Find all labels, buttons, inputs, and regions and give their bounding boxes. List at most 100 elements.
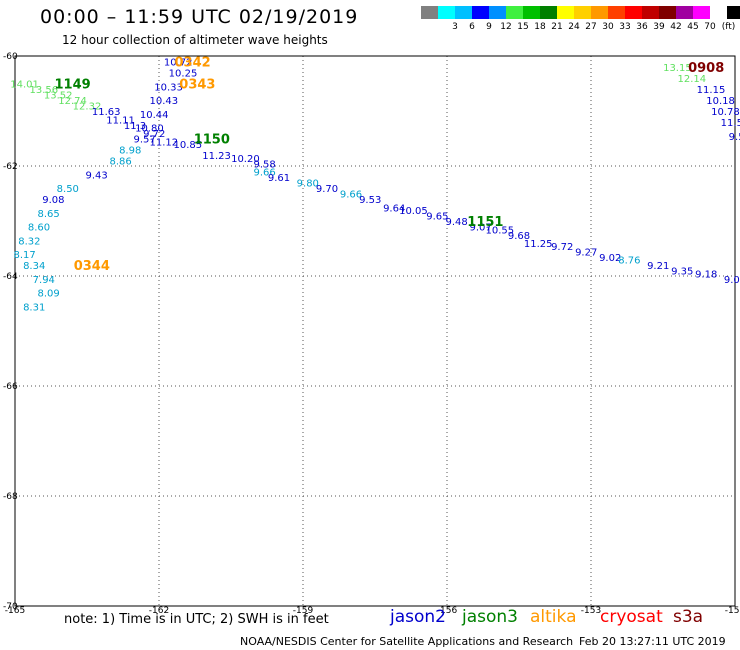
wave-height-label: 9.04 bbox=[724, 275, 740, 286]
wave-height-label: 8.50 bbox=[57, 184, 79, 195]
wave-height-label: 13.56 bbox=[29, 85, 58, 96]
wave-height-label: 8.31 bbox=[23, 302, 45, 313]
wave-height-label: 11.23 bbox=[202, 151, 231, 162]
wave-height-label: 9.07 bbox=[469, 223, 491, 234]
wave-height-label: 10.05 bbox=[399, 206, 428, 217]
lon-tick-label: -165 bbox=[5, 606, 25, 616]
lat-tick-label: -62 bbox=[3, 162, 18, 172]
wave-height-label: 10.72 bbox=[164, 58, 193, 69]
satellite-legend-jason2: jason2 bbox=[390, 607, 446, 627]
colorbar-label: 36 bbox=[636, 22, 648, 32]
wave-height-label: 9.61 bbox=[268, 173, 290, 184]
colorbar-swatch bbox=[693, 6, 710, 19]
lat-tick-label: -68 bbox=[3, 492, 18, 502]
colorbar-swatch bbox=[710, 6, 727, 19]
wave-height-label: 9.35 bbox=[671, 267, 693, 278]
page-subtitle: 12 hour collection of altimeter wave hei… bbox=[62, 33, 328, 47]
track-time-label: 0908 bbox=[688, 61, 724, 76]
wave-height-label: 9.68 bbox=[508, 231, 530, 242]
track-time-label: 0344 bbox=[74, 259, 110, 274]
track-time-label: 0342 bbox=[175, 56, 211, 71]
lat-tick-label: -64 bbox=[3, 272, 18, 282]
wave-height-label: 10.78 bbox=[711, 107, 740, 118]
wave-height-label: 8.98 bbox=[119, 146, 141, 157]
colorbar-label: 27 bbox=[585, 22, 597, 32]
wave-height-label: 9.27 bbox=[575, 247, 597, 258]
colorbar-label: 9 bbox=[486, 22, 492, 32]
wave-height-label: 9.64 bbox=[383, 203, 405, 214]
map-frame bbox=[14, 55, 736, 607]
colorbar-swatch bbox=[472, 6, 489, 19]
lon-tick-label: -153 bbox=[581, 606, 601, 616]
colorbar-swatch bbox=[574, 6, 591, 19]
lat-tick-label: -60 bbox=[3, 52, 18, 62]
colorbar-swatch bbox=[608, 6, 625, 19]
wave-height-label: 10.33 bbox=[154, 82, 183, 93]
wave-height-label: 9.53 bbox=[359, 195, 381, 206]
track-time-label: 1149 bbox=[55, 78, 91, 93]
colorbar-label: 6 bbox=[469, 22, 475, 32]
colorbar-label: 42 bbox=[670, 22, 682, 32]
timestamp-text: Feb 20 13:27:11 UTC 2019 bbox=[579, 635, 726, 648]
colorbar-swatch bbox=[540, 6, 557, 19]
wave-height-points: 14.0113.5613.5212.7412.3211.6311.1111.31… bbox=[10, 58, 740, 314]
lon-tick-label: -156 bbox=[437, 606, 458, 616]
wave-height-label: 11.51 bbox=[721, 118, 740, 129]
wave-height-label: 8.09 bbox=[37, 289, 59, 300]
wave-height-label: 10.43 bbox=[149, 96, 178, 107]
wave-height-label: 8.32 bbox=[18, 236, 40, 247]
wave-height-label: 9.66 bbox=[253, 168, 275, 179]
wave-height-label: 9.66 bbox=[340, 190, 362, 201]
lon-tick-label: -159 bbox=[293, 606, 314, 616]
colorbar-label: 18 bbox=[534, 22, 546, 32]
colorbar-swatch bbox=[727, 6, 740, 19]
wave-height-label: 11.3 bbox=[124, 121, 146, 132]
track-time-label: 1150 bbox=[194, 133, 230, 148]
lat-tick-label: -70 bbox=[3, 602, 18, 612]
wave-height-label: 9.58 bbox=[253, 159, 275, 170]
colorbar-label: 3 bbox=[452, 22, 458, 32]
wave-height-label: 8.34 bbox=[23, 261, 45, 272]
satellite-legend-jason3: jason3 bbox=[462, 607, 518, 627]
colorbar-swatch bbox=[523, 6, 540, 19]
colorbar-label: 24 bbox=[568, 22, 580, 32]
wave-height-label: 12.74 bbox=[58, 96, 87, 107]
colorbar-swatch bbox=[591, 6, 608, 19]
satellite-legend-s3a: s3a bbox=[673, 607, 704, 627]
colorbar-label: 33 bbox=[619, 22, 631, 32]
wave-height-label: 9.08 bbox=[42, 195, 64, 206]
wave-height-label: 9.57 bbox=[133, 135, 155, 146]
wave-height-label: 13.52 bbox=[44, 91, 73, 102]
colorbar-swatch bbox=[659, 6, 676, 19]
track-time-labels: 1149 0342 0343 1150 0344 1151 0908 bbox=[55, 56, 725, 275]
wave-height-label: 11.15 bbox=[697, 85, 726, 96]
wave-height-label: 8.86 bbox=[109, 157, 131, 168]
satellite-legend-altika: altika bbox=[530, 607, 577, 627]
axis-tick-labels: -165 -162 -159 -156 -153 -150 -60 -62 -64 -66 -68 -… bbox=[3, 52, 740, 616]
wave-height-label: 10.55 bbox=[485, 225, 514, 236]
wave-height-label: 11.25 bbox=[524, 239, 553, 250]
note-text: note: 1) Time is in UTC; 2) SWH is in fe… bbox=[64, 612, 329, 627]
colorbar-swatch bbox=[489, 6, 506, 19]
wave-height-label: 9.72 bbox=[143, 129, 165, 140]
track-time-label: 1151 bbox=[467, 215, 503, 230]
map-grid bbox=[15, 56, 735, 606]
colorbar-label: 39 bbox=[653, 22, 665, 32]
wave-height-label: 12.14 bbox=[677, 74, 706, 85]
wave-height-label: 9.65 bbox=[426, 212, 448, 223]
wave-height-label: 9.70 bbox=[316, 184, 338, 195]
colorbar-label: 45 bbox=[687, 22, 699, 32]
wave-height-label: 9.80 bbox=[297, 179, 319, 190]
colorbar-swatch bbox=[625, 6, 642, 19]
wave-height-label: 8.17 bbox=[13, 250, 35, 261]
wave-height-label: 9.72 bbox=[551, 242, 573, 253]
colorbar-label: 30 bbox=[602, 22, 614, 32]
wave-height-label: 10.25 bbox=[169, 69, 198, 80]
colorbar-swatch bbox=[676, 6, 693, 19]
wave-height-label: 9.02 bbox=[599, 253, 621, 264]
wave-height-label: 13.15 bbox=[663, 63, 692, 74]
wave-height-label: 12.32 bbox=[73, 102, 102, 113]
wave-height-label: 11.12 bbox=[149, 137, 178, 148]
lon-tick-label: -150 bbox=[725, 606, 740, 616]
wave-height-label: 8.76 bbox=[618, 256, 640, 267]
